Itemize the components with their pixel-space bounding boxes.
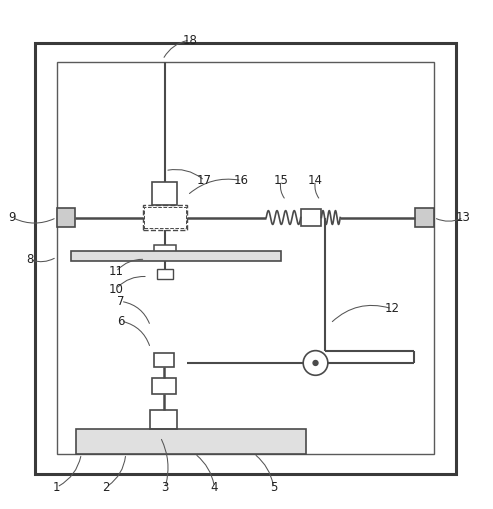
Text: 17: 17 [197, 174, 212, 187]
Text: 12: 12 [385, 302, 399, 315]
Text: 10: 10 [108, 282, 123, 296]
Text: 11: 11 [108, 265, 123, 278]
Bar [71, 251, 281, 261]
Bar [154, 245, 176, 260]
Circle shape [313, 360, 318, 365]
Bar [415, 208, 434, 228]
Text: 5: 5 [270, 480, 277, 494]
Bar [152, 182, 177, 205]
Bar [144, 207, 186, 229]
Text: 16: 16 [234, 174, 249, 187]
Text: 18: 18 [182, 34, 197, 46]
Text: 2: 2 [102, 480, 110, 494]
Bar [57, 62, 434, 454]
Text: 4: 4 [211, 480, 218, 494]
Bar [76, 429, 306, 454]
Text: 15: 15 [274, 174, 288, 187]
Bar [143, 205, 187, 230]
Bar [150, 410, 177, 429]
Text: 14: 14 [308, 174, 323, 187]
Text: 7: 7 [117, 295, 125, 308]
Text: 13: 13 [456, 211, 471, 224]
Text: 9: 9 [8, 211, 16, 224]
Text: 6: 6 [117, 315, 125, 328]
Text: 3: 3 [162, 480, 169, 494]
Bar [35, 43, 456, 474]
Bar [301, 209, 321, 226]
Bar [154, 353, 174, 367]
Text: 1: 1 [53, 480, 61, 494]
Bar [57, 208, 75, 228]
Bar [152, 378, 176, 393]
Text: 8: 8 [26, 253, 33, 266]
Bar [157, 269, 173, 279]
